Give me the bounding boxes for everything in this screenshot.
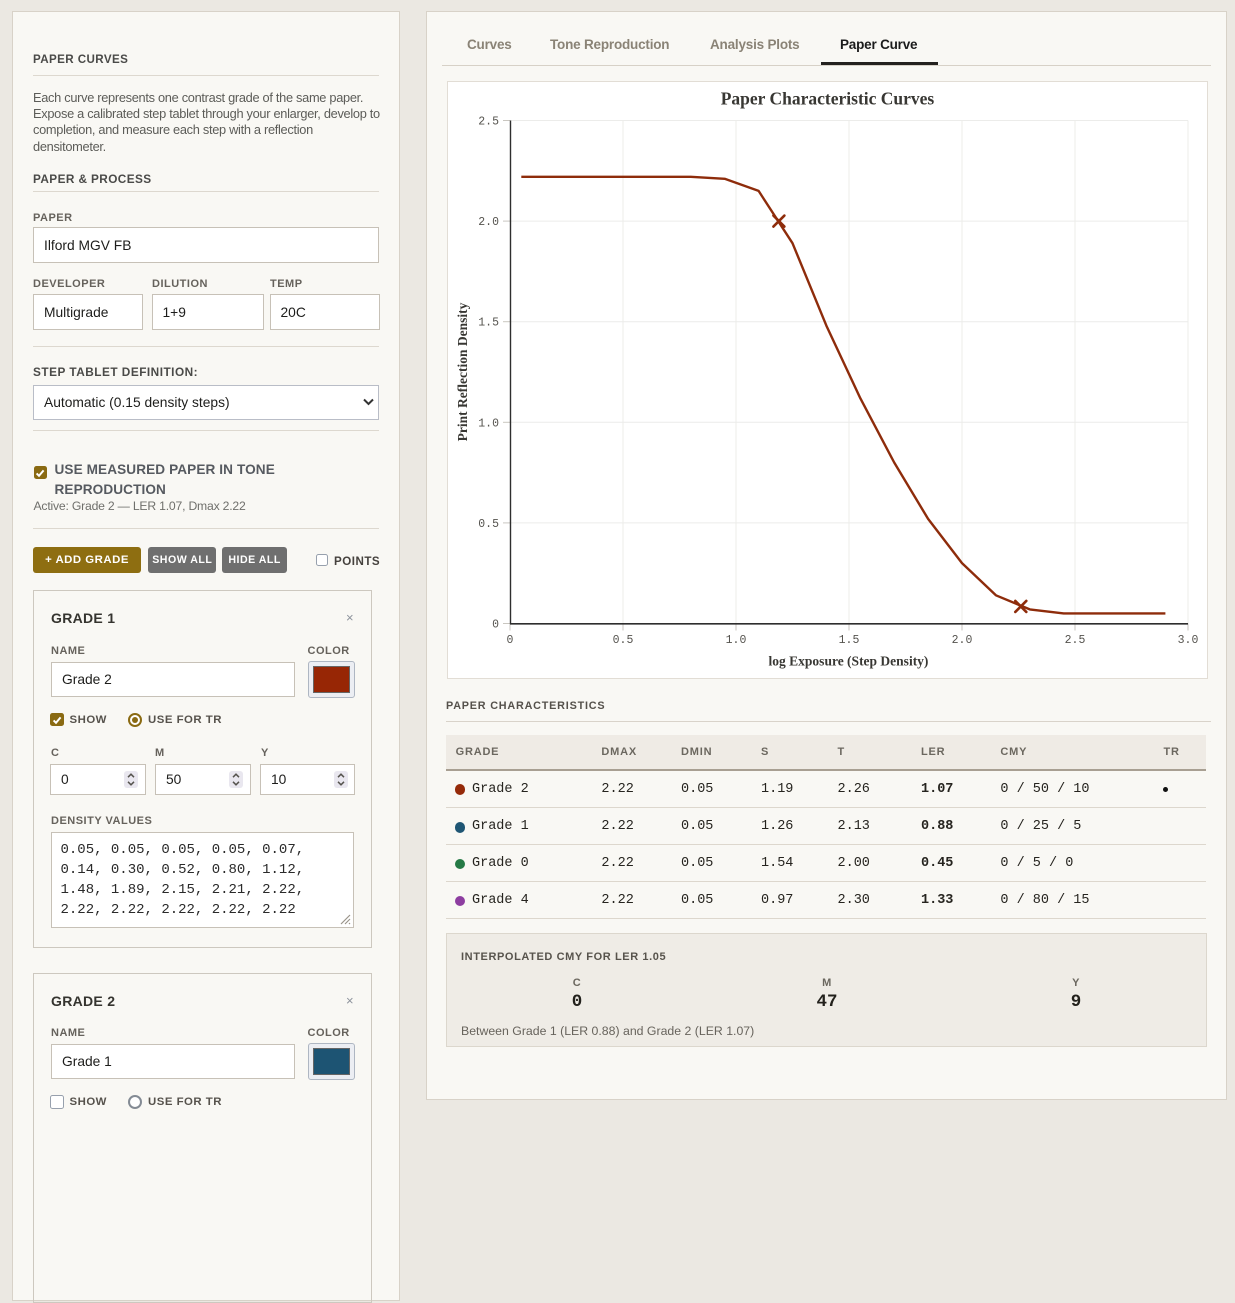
svg-text:0.5: 0.5	[478, 518, 499, 531]
svg-text:2.5: 2.5	[1064, 634, 1085, 647]
svg-text:log Exposure (Step Density): log Exposure (Step Density)	[768, 654, 928, 669]
svg-text:Paper Characteristic Curves: Paper Characteristic Curves	[720, 89, 934, 109]
svg-text:2.5: 2.5	[478, 116, 499, 129]
svg-text:2.0: 2.0	[951, 634, 972, 647]
svg-text:2.0: 2.0	[478, 216, 499, 229]
svg-text:1.0: 1.0	[725, 634, 746, 647]
svg-text:1.5: 1.5	[478, 317, 499, 330]
svg-text:1.5: 1.5	[838, 634, 859, 647]
svg-text:3.0: 3.0	[1177, 634, 1198, 647]
svg-text:0: 0	[492, 619, 499, 632]
svg-text:0.5: 0.5	[612, 634, 633, 647]
svg-text:0: 0	[506, 634, 513, 647]
svg-text:1.0: 1.0	[478, 417, 499, 430]
svg-text:Print Reflection Density: Print Reflection Density	[455, 302, 470, 441]
